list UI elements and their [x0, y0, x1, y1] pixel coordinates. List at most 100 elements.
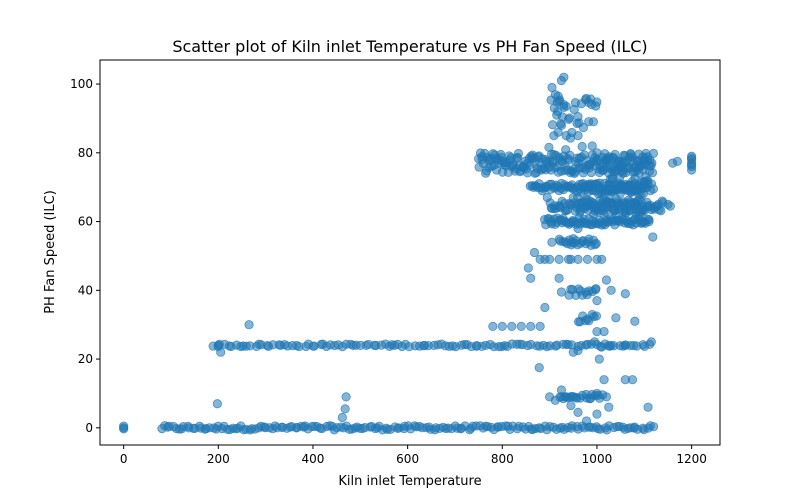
scatter-point	[597, 342, 607, 352]
scatter-point	[573, 223, 583, 234]
scatter-point	[575, 207, 585, 217]
scatter-point	[341, 392, 351, 402]
x-tick-label: 400	[302, 452, 325, 466]
y-tick-label: 60	[78, 215, 93, 229]
scatter-point	[568, 192, 578, 203]
scatter-point	[559, 72, 569, 82]
scatter-point	[516, 321, 526, 332]
scatter-point	[648, 184, 658, 194]
chart-title: Scatter plot of Kiln inlet Temperature v…	[172, 37, 647, 56]
y-tick-label: 80	[78, 146, 93, 160]
scatter-point	[606, 285, 616, 295]
scatter-point	[604, 402, 614, 412]
scatter-point	[568, 392, 578, 402]
scatter-point	[535, 321, 545, 332]
scatter-point	[337, 412, 347, 423]
scatter-point	[556, 120, 567, 130]
scatter-point	[592, 388, 602, 399]
scatter-point	[577, 141, 587, 152]
scatter-point	[588, 117, 599, 127]
scatter-point	[547, 120, 558, 130]
scatter-point	[648, 148, 659, 158]
scatter-point	[592, 296, 602, 306]
scatter-point	[653, 199, 664, 209]
scatter-point	[606, 340, 616, 350]
scatter-point	[523, 263, 533, 273]
x-tick-label: 1000	[582, 452, 613, 466]
scatter-point	[559, 100, 569, 110]
scatter-point	[212, 399, 222, 409]
scatter-point	[591, 238, 601, 249]
scatter-point	[488, 321, 498, 332]
scatter-point	[553, 91, 563, 101]
x-tick-label: 200	[207, 452, 230, 466]
scatter-point	[566, 400, 576, 411]
scatter-point	[601, 392, 612, 402]
scatter-point	[594, 354, 604, 364]
scatter-point	[547, 237, 557, 247]
scatter-point	[554, 273, 564, 283]
scatter-point	[601, 275, 612, 285]
scatter-point	[568, 234, 578, 244]
scatter-point	[648, 232, 658, 242]
y-tick-label: 20	[78, 352, 93, 366]
plot-frame	[99, 59, 721, 446]
data-points	[119, 72, 697, 435]
scatter-point	[620, 340, 630, 350]
scatter-point	[620, 289, 630, 299]
scatter-point	[665, 201, 675, 211]
scatter-point	[507, 321, 517, 332]
scatter-point	[526, 321, 536, 332]
scatter-point	[340, 404, 350, 414]
scatter-point	[591, 284, 601, 294]
scatter-point	[544, 142, 554, 152]
scatter-point	[534, 363, 544, 373]
scatter-point	[526, 273, 536, 283]
scatter-point	[542, 192, 552, 203]
scatter-point	[643, 402, 653, 412]
scatter-point	[244, 320, 254, 330]
scatter-point	[119, 424, 129, 434]
scatter-point	[535, 254, 545, 264]
y-tick-label: 40	[78, 283, 93, 297]
scatter-point	[595, 178, 605, 188]
scatter-point	[592, 97, 602, 107]
scatter-point	[573, 407, 583, 417]
scatter-point	[578, 122, 588, 133]
scatter-point	[638, 205, 648, 215]
y-tick-label: 0	[85, 421, 93, 435]
scatter-point	[638, 189, 648, 199]
x-tick-label: 1200	[676, 452, 707, 466]
scatter-point	[649, 422, 659, 432]
scatter-point	[573, 131, 583, 141]
scatter-point	[529, 247, 540, 258]
scatter-point	[556, 385, 567, 395]
scatter-point	[550, 395, 560, 405]
x-tick-label: 0	[120, 452, 128, 466]
x-axis-label: Kiln inlet Temperature	[338, 474, 481, 489]
scatter-point	[591, 311, 602, 321]
scatter-point	[561, 131, 571, 141]
scatter-point	[599, 375, 609, 385]
scatter-point	[644, 216, 654, 227]
scatter-point	[561, 145, 571, 155]
scatter-point	[581, 416, 592, 426]
scatter-point	[564, 113, 575, 123]
scatter-point	[554, 254, 564, 264]
x-tick-label: 800	[491, 452, 514, 466]
scatter-point	[545, 254, 555, 264]
x-axis-ticks: 0 200 400 600 800 1000 1200	[120, 445, 707, 466]
scatter-point	[643, 175, 653, 186]
scatter-point	[556, 287, 567, 297]
scatter-point	[686, 153, 697, 163]
scatter-point	[540, 302, 550, 313]
scatter-point	[585, 393, 595, 404]
y-tick-label: 100	[70, 77, 93, 91]
scatter-point	[589, 337, 600, 347]
scatter-point	[627, 375, 638, 385]
y-axis-ticks: 0 20 40 60 80 100	[70, 77, 100, 435]
scatter-point	[672, 156, 683, 167]
scatter-point	[630, 316, 640, 326]
